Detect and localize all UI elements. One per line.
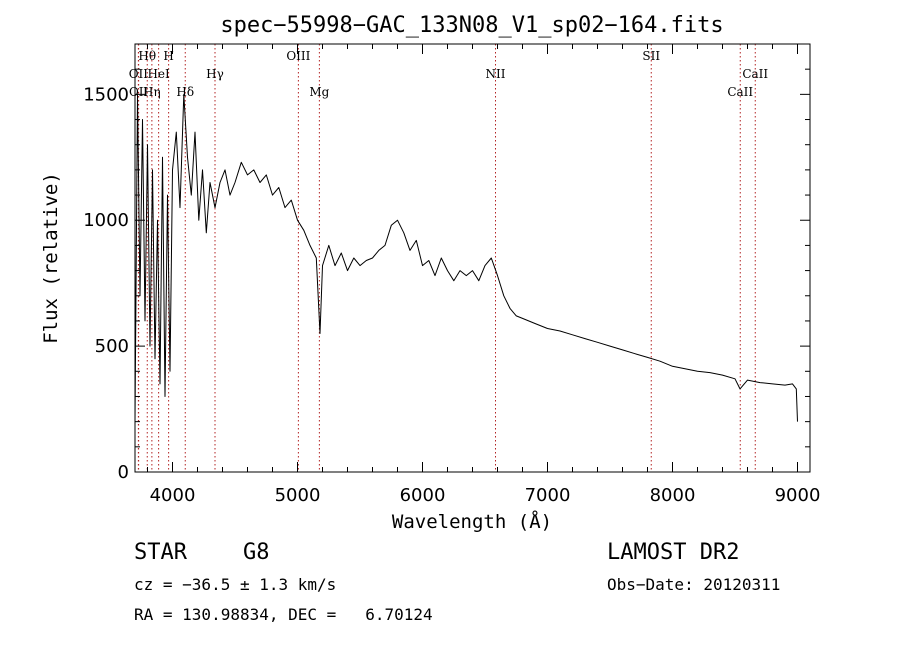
spectral-line-label-5: OII bbox=[129, 85, 149, 99]
spectral-line-label-0: Hθ bbox=[138, 49, 156, 63]
y-tick-label-3: 1500 bbox=[83, 84, 129, 105]
spectral-line-label-2: OII bbox=[129, 67, 149, 81]
coordinates-text: RA = 130.98834, DEC = 6.70124 bbox=[134, 605, 433, 624]
y-tick-label-1: 500 bbox=[95, 336, 129, 357]
x-tick-label-5: 9000 bbox=[775, 485, 821, 506]
spectral-line-label-1: H bbox=[163, 49, 173, 63]
redshift-text: cz = −36.5 ± 1.3 km/s bbox=[134, 575, 337, 594]
obs-date-text: Obs−Date: 20120311 bbox=[607, 575, 781, 594]
x-tick-label-2: 6000 bbox=[400, 485, 446, 506]
spectral-line-label-3: HeI bbox=[147, 67, 170, 81]
spectrum-line-0 bbox=[134, 93, 798, 422]
spectral-line-label-9: Mg bbox=[309, 85, 329, 99]
spectral-line-label-11: SII bbox=[642, 49, 660, 63]
x-tick-label-3: 7000 bbox=[525, 485, 571, 506]
spectral-line-label-12: CaII bbox=[727, 85, 753, 99]
spectral-line-label-13: CaII bbox=[742, 67, 768, 81]
x-tick-label-4: 8000 bbox=[650, 485, 696, 506]
y-tick-label-2: 1000 bbox=[83, 210, 129, 231]
y-axis-label: Flux (relative) bbox=[40, 172, 62, 344]
object-subclass: G8 bbox=[243, 540, 270, 565]
x-axis-label: Wavelength (Å) bbox=[392, 510, 552, 533]
survey-name: LAMOST DR2 bbox=[607, 540, 740, 565]
spectral-line-label-7: Hδ bbox=[176, 85, 194, 99]
spectral-line-label-10: NII bbox=[486, 67, 506, 81]
y-axis: 0 500 1000 1500 bbox=[83, 68, 810, 483]
spectrum-series bbox=[134, 93, 798, 422]
spectral-line-label-4: Hγ bbox=[206, 67, 224, 81]
spectral-line-label-8: OIII bbox=[286, 49, 310, 63]
y-tick-label-0: 0 bbox=[118, 462, 129, 483]
spectral-line-label-6: Hη bbox=[143, 85, 161, 99]
x-tick-label-1: 5000 bbox=[275, 485, 321, 506]
chart-title: spec−55998−GAC_133N08_V1_sp02−164.fits bbox=[220, 13, 723, 38]
plot-frame bbox=[134, 43, 811, 473]
x-tick-label-0: 4000 bbox=[150, 485, 196, 506]
object-class: STAR bbox=[134, 540, 187, 565]
x-axis: 4000 5000 6000 7000 8000 9000 bbox=[147, 44, 821, 506]
